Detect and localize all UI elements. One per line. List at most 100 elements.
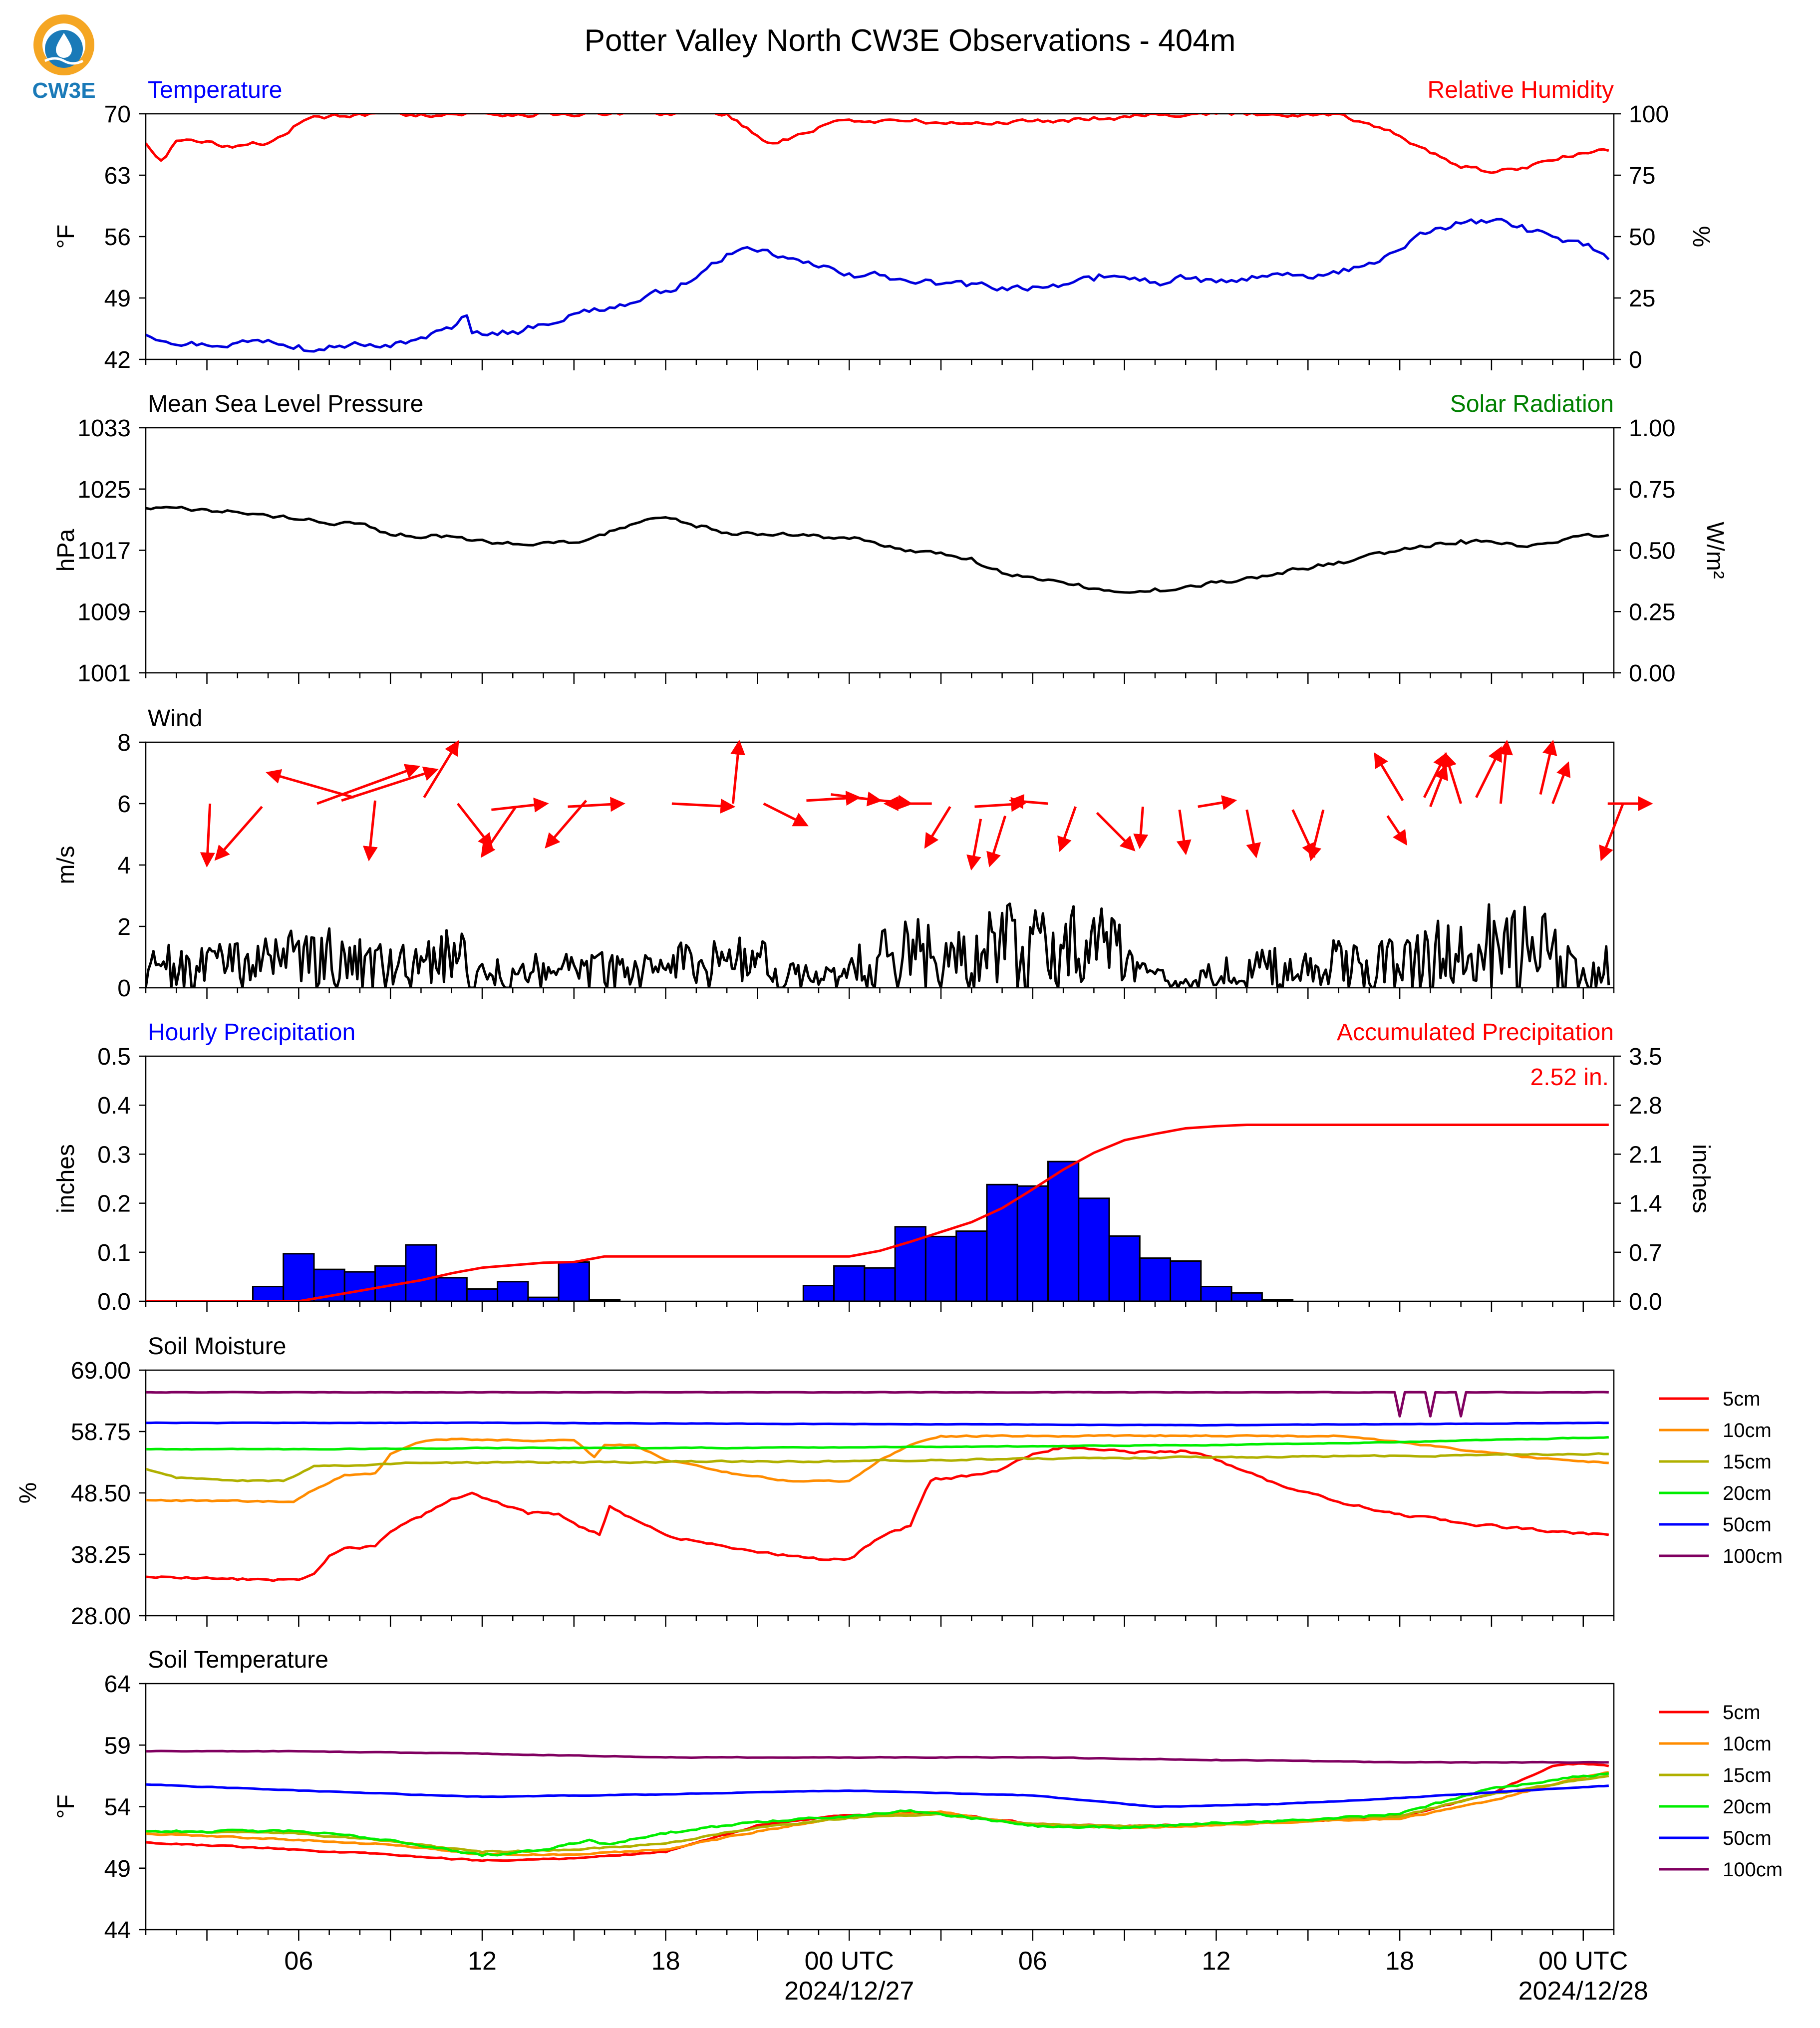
temperature-ytick-label: 63: [104, 163, 131, 189]
soil_temperature-ytick-label: 49: [104, 1856, 131, 1882]
wind-arrow: [1374, 752, 1404, 802]
precipitation-ytick-right-label: 3.5: [1629, 1044, 1662, 1070]
pressure-ytick-right-label: 0.00: [1629, 660, 1675, 687]
accumulated-precip-line: [146, 1124, 1609, 1301]
precipitation-ytick-right-label: 0.7: [1629, 1240, 1662, 1266]
wind-ytick-label: 8: [117, 730, 131, 756]
wind-arrow: [1442, 752, 1463, 804]
temperature-ytick-label: 56: [104, 224, 131, 251]
pressure-ylabel-right: W/m²: [1702, 522, 1728, 579]
precip-bar: [435, 1277, 468, 1301]
panel-temperature: Temperature Relative Humidity 70 63 56 49 42 °F…: [53, 77, 1714, 373]
soil_moisture-series-line-100cm: [146, 1391, 1609, 1418]
wind-plot-area: [146, 902, 1610, 988]
precip-bar: [343, 1271, 376, 1301]
xtick-label: 00 UTC: [805, 1947, 894, 1976]
soil_moisture-ytick-label: 28.00: [71, 1603, 131, 1630]
wind-arrow: [763, 802, 809, 827]
temperature-ylabel: °F: [53, 225, 79, 249]
temperature-ytick-right-label: 75: [1629, 163, 1655, 189]
logo-drop-icon: [56, 33, 72, 58]
wind-arrow: [986, 815, 1007, 868]
legend-label-20cm: 20cm: [1723, 1796, 1772, 1818]
wind-arrow: [491, 797, 549, 813]
logo-text: CW3E: [32, 78, 95, 103]
xtick-label: 06: [1018, 1947, 1047, 1976]
figure-title: Potter Valley North CW3E Observations - …: [585, 23, 1236, 58]
precipitation-ytick-label: 0.0: [97, 1289, 131, 1315]
legend-label-50cm: 50cm: [1723, 1514, 1772, 1536]
soil_temperature-ytick-label: 54: [104, 1794, 131, 1821]
legend-label-15cm: 15cm: [1723, 1451, 1772, 1473]
precip-bar: [588, 1299, 621, 1301]
soil_temperature-ytick-label: 59: [104, 1733, 131, 1759]
xtick-label: 06: [284, 1947, 313, 1976]
soil_moisture-ytick-label: 69.00: [71, 1358, 131, 1384]
wind-arrow: [1306, 809, 1325, 862]
precipitation-ytick-right-label: 2.8: [1629, 1093, 1662, 1119]
temperature-ytick-right-label: 100: [1629, 101, 1669, 128]
precipitation-ytick-label: 0.4: [97, 1093, 131, 1119]
wind-ytick-label: 0: [117, 975, 131, 1002]
precip-bar: [955, 1230, 988, 1301]
wind-arrow: [1551, 761, 1571, 804]
temperature-ytick-label: 70: [104, 101, 131, 128]
xtick-label: 12: [468, 1947, 497, 1976]
pressure-ytick-right-label: 0.75: [1629, 477, 1675, 503]
temperature-ytick-label: 49: [104, 286, 131, 312]
legend-label-10cm: 10cm: [1723, 1733, 1772, 1755]
wind-ytick-label: 6: [117, 791, 131, 818]
wind-arrow: [1599, 803, 1624, 862]
wind-arrow: [1133, 806, 1149, 850]
xtick-label: 18: [1385, 1947, 1414, 1976]
wind-ytick-label: 2: [117, 914, 131, 940]
precipitation-ytick-label: 0.2: [97, 1191, 131, 1217]
xtick-label: 00 UTC: [1538, 1947, 1628, 1976]
wind-arrow: [362, 800, 378, 862]
temperature-ytick-right-label: 25: [1629, 286, 1655, 312]
precip-bar: [802, 1285, 835, 1301]
legend-label-100cm: 100cm: [1723, 1859, 1783, 1881]
soil_temperature-plot-area: [146, 1749, 1609, 1862]
soil_temperature-series-line-100cm: [146, 1749, 1609, 1764]
panel-pressure: Mean Sea Level Pressure Solar Radiation 10…: [53, 391, 1728, 687]
temperature-ylabel-right: %: [1688, 226, 1714, 248]
wind-arrow: [1176, 809, 1192, 856]
xtick-date-label: 2024/12/28: [1518, 1977, 1648, 2006]
precip-bar: [1047, 1160, 1080, 1301]
precipitation-title-right: Accumulated Precipitation: [1337, 1019, 1614, 1046]
accumulated-total-label: 2.52 in.: [1530, 1064, 1609, 1091]
precipitation-ytick-right-label: 0.0: [1629, 1289, 1662, 1315]
wind-arrow: [1429, 764, 1449, 808]
wind-arrow: [924, 806, 951, 849]
precip-bar: [1200, 1286, 1232, 1301]
legend-label-20cm: 20cm: [1723, 1482, 1772, 1504]
precip-bar: [1016, 1185, 1049, 1301]
temperature-plot-area: [146, 114, 1610, 353]
wind-arrow: [200, 803, 215, 868]
precip-bar: [405, 1244, 437, 1301]
xtick-label: 18: [651, 1947, 680, 1976]
wind-title-left: Wind: [148, 705, 202, 732]
wind-arrow: [1198, 795, 1237, 810]
precipitation-plot-area: [146, 1124, 1609, 1301]
panel-wind: Wind 8 6 4 2 0 m/s: [53, 705, 1653, 1002]
pressure-ytick-label: 1009: [77, 599, 131, 625]
temperature-series-line-0: [146, 218, 1610, 353]
panel-soil_moisture: Soil Moisture 69.00 58.75 48.50 38.25 28.00% 5…: [15, 1333, 1783, 1630]
wind-arrow: [730, 740, 746, 804]
precip-bar: [986, 1183, 1018, 1301]
wind-arrow: [545, 800, 588, 849]
soil_temperature-ylabel: °F: [53, 1794, 79, 1819]
wind-arrow: [481, 806, 517, 858]
wind-arrow: [671, 798, 736, 814]
precip-bar: [1230, 1292, 1263, 1301]
soil_moisture-series-line-50cm: [146, 1421, 1609, 1427]
wind-arrow: [1057, 806, 1077, 852]
precipitation-ytick-right-label: 1.4: [1629, 1191, 1662, 1217]
xtick-date-label: 2024/12/27: [784, 1977, 914, 2006]
precipitation-ytick-label: 0.1: [97, 1240, 131, 1266]
logo-sun-ring: [33, 14, 94, 75]
wind-arrow: [341, 766, 439, 802]
